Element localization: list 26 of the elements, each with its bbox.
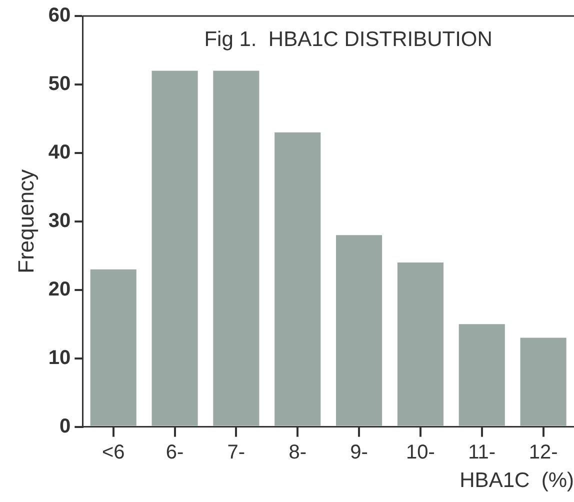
y-tick-label: 60 [48,4,71,27]
x-tick-label: 8- [288,441,307,464]
y-tick-label: 50 [48,72,71,95]
y-tick-label: 20 [48,278,71,300]
bar [397,262,444,426]
x-tick-label: 7- [227,441,246,464]
x-tick-label: 11- [468,441,496,464]
y-tick-label: 10 [48,346,71,369]
y-tick-label: 0 [60,415,71,438]
x-tick-label: 6- [166,441,184,464]
bar [520,338,566,426]
bar [90,269,136,426]
bar [458,324,505,426]
bar [213,70,260,426]
x-tick-label: <6 [102,441,125,464]
bar [152,70,198,426]
text: Fig 1. HBA1C DISTRIBUTION [204,28,492,51]
x-tick-label: 9- [350,441,368,464]
x-axis-title: HBA1C (%) [460,469,574,492]
bar [274,132,321,426]
y-tick-label: 30 [48,210,71,232]
y-tick-label: 40 [48,141,71,164]
x-tick-label: 10- [406,441,435,464]
x-tick-label: 12- [528,441,558,464]
bar [336,235,382,426]
y-axis-title: Frequency [13,169,38,274]
